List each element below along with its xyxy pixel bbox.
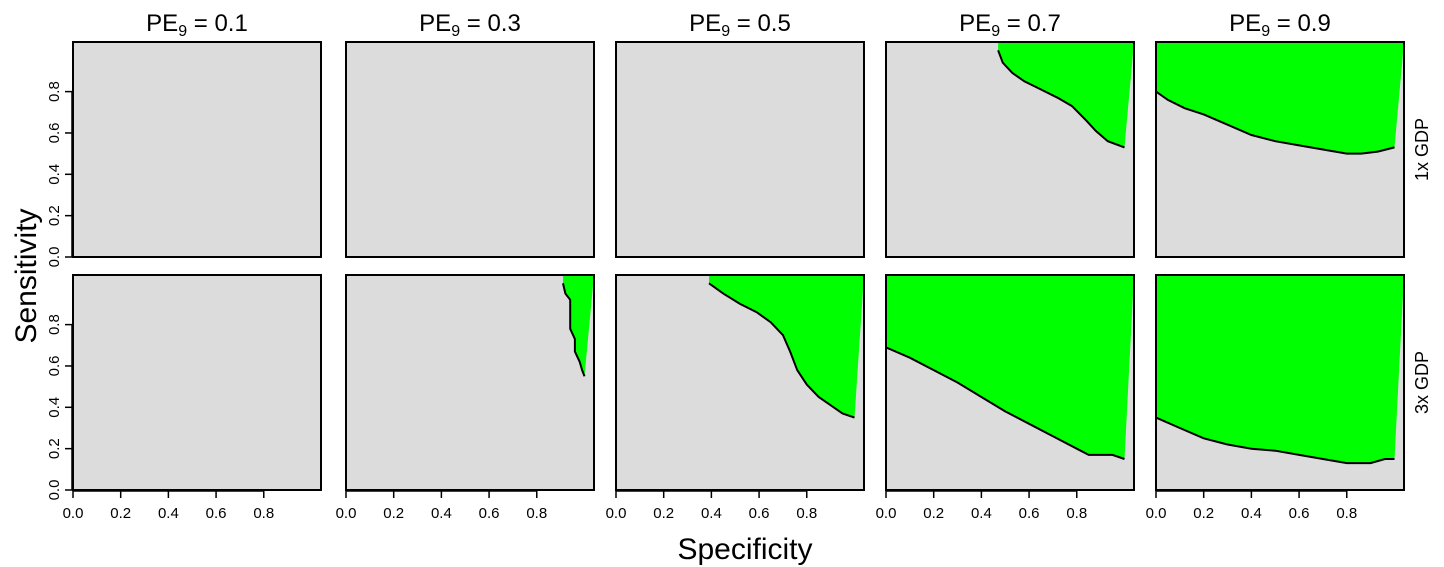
x-tick-label: 0.8 — [253, 505, 274, 522]
panel-background — [346, 275, 594, 490]
panel-grid — [72, 41, 1405, 491]
panel-frame — [885, 274, 1135, 491]
panel-frame — [345, 274, 595, 491]
x-tick-label: 0.4 — [1241, 505, 1262, 522]
x-tick-label: 0.0 — [606, 505, 627, 522]
x-tick-label: 0.2 — [653, 505, 674, 522]
x-tick-label: 0.8 — [796, 505, 817, 522]
y-tick-label: 0.4 — [46, 397, 63, 418]
x-tick-label: 0.6 — [749, 505, 770, 522]
x-tick-label: 0.4 — [431, 505, 452, 522]
x-tick-label: 0.2 — [383, 505, 404, 522]
acceptable-region — [709, 275, 864, 418]
y-tick-label: 0.2 — [46, 205, 63, 226]
y-tick-label: 0.2 — [46, 438, 63, 459]
row-label: 1x GDP — [1412, 118, 1432, 181]
strip-labels: PE9 = 0.1 PE9 = 0.3 PE9 = 0.5 PE9 = 0.7 PE9 … — [146, 10, 1432, 414]
x-tick-label: 0.8 — [1066, 505, 1087, 522]
y-tick-label: 0.0 — [46, 480, 63, 501]
panel-background — [346, 42, 594, 257]
x-tick-label: 0.0 — [1146, 505, 1167, 522]
x-tick-label: 0.0 — [63, 505, 84, 522]
x-axis-col5: 0.0 0.2 0.4 0.6 0.8 — [1146, 490, 1357, 522]
x-tick-label: 0.4 — [158, 505, 179, 522]
panel-r2-c1 — [72, 274, 322, 491]
y-tick-label: 0.0 — [46, 247, 63, 268]
x-tick-label: 0.2 — [1193, 505, 1214, 522]
column-label: PE9 = 0.9 — [1229, 10, 1331, 40]
y-tick-label: 0.8 — [46, 81, 63, 102]
x-tick-label: 0.6 — [1019, 505, 1040, 522]
region-boundary — [562, 283, 586, 377]
panel-r2-c4 — [885, 274, 1135, 491]
column-label: PE9 = 0.3 — [419, 10, 521, 40]
panel-r1-c3 — [615, 41, 865, 258]
x-tick-label: 0.4 — [701, 505, 722, 522]
x-tick-label: 0.8 — [1336, 505, 1357, 522]
acceptable-region — [1156, 42, 1404, 154]
panel-frame — [885, 41, 1135, 258]
column-label: PE9 = 0.1 — [146, 10, 248, 40]
x-tick-label: 0.6 — [206, 505, 227, 522]
y-axis-row2: 0.0 0.2 0.4 0.6 0.8 — [46, 314, 73, 500]
panel-frame — [615, 41, 865, 258]
panel-background — [73, 275, 321, 490]
y-tick-label: 0.8 — [46, 314, 63, 335]
panel-r1-c5 — [1155, 41, 1405, 258]
region-boundary — [997, 49, 1125, 149]
acceptable-region — [1156, 275, 1404, 464]
panel-r2-c2 — [345, 274, 595, 491]
acceptable-region — [886, 275, 1134, 459]
panel-frame — [615, 274, 865, 491]
x-tick-label: 0.2 — [110, 505, 131, 522]
x-tick-label: 0.8 — [526, 505, 547, 522]
x-axis-col1: 0.0 0.2 0.4 0.6 0.8 — [63, 490, 274, 522]
y-tick-label: 0.6 — [46, 123, 63, 144]
row-label: 3x GDP — [1412, 351, 1432, 414]
y-tick-label: 0.6 — [46, 356, 63, 377]
panel-r1-c4 — [885, 41, 1135, 258]
region-boundary — [708, 282, 855, 419]
x-tick-label: 0.6 — [1289, 505, 1310, 522]
x-axis-title: Specificity — [677, 533, 812, 566]
x-tick-label: 0.4 — [971, 505, 992, 522]
x-axis-col3: 0.0 0.2 0.4 0.6 0.8 — [606, 490, 817, 522]
y-axis-row1: 0.0 0.2 0.4 0.6 0.8 — [46, 81, 73, 267]
panel-r2-c3 — [615, 274, 865, 491]
y-axis-title: Sensitivity — [10, 208, 43, 343]
panel-r1-c1 — [72, 41, 322, 258]
x-axis-col4: 0.0 0.2 0.4 0.6 0.8 — [876, 490, 1087, 522]
panel-background — [616, 42, 864, 257]
x-tick-label: 0.2 — [923, 505, 944, 522]
axis-group: 0.00.20.40.60.80.00.20.40.60.80.0 0.2 0.4 0… — [46, 81, 1357, 522]
x-axis-col2: 0.0 0.2 0.4 0.6 0.8 — [336, 490, 547, 522]
x-tick-label: 0.0 — [876, 505, 897, 522]
y-tick-label: 0.4 — [46, 164, 63, 185]
region-boundary — [885, 346, 1125, 460]
column-label: PE9 = 0.5 — [689, 10, 791, 40]
panel-frame — [72, 41, 322, 258]
panel-background — [73, 42, 321, 257]
panel-r2-c5 — [1155, 274, 1405, 491]
panel-frame — [345, 41, 595, 258]
region-boundary — [1155, 416, 1395, 465]
panel-frame — [1155, 41, 1405, 258]
panel-r1-c2 — [345, 41, 595, 258]
x-tick-label: 0.0 — [336, 505, 357, 522]
panel-frame — [72, 274, 322, 491]
panel-frame — [1155, 274, 1405, 491]
region-boundary — [1155, 90, 1395, 155]
column-label: PE9 = 0.7 — [959, 10, 1061, 40]
acceptable-region — [998, 42, 1134, 148]
x-tick-label: 0.6 — [479, 505, 500, 522]
